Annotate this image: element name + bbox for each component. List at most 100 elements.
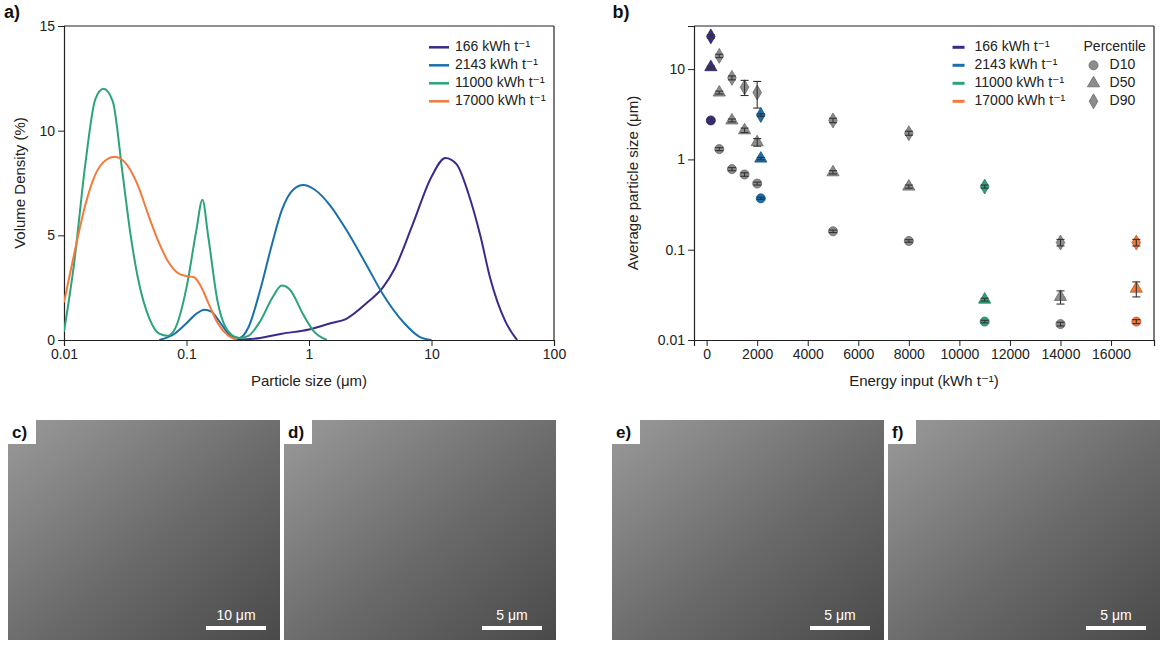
tick-label: 16000 (1092, 346, 1131, 362)
point (980, 179, 989, 194)
error-bar-cap (728, 170, 736, 171)
x-axis-title: Particle size (μm) (251, 372, 367, 389)
error-bar-stem (1136, 239, 1137, 246)
error-bar-cap (1132, 319, 1140, 320)
error-bar-cap (1056, 322, 1064, 323)
point (1132, 235, 1141, 250)
error-bar (757, 114, 765, 117)
error-bar-cap (981, 300, 989, 301)
tick-label: 0.01 (658, 332, 685, 348)
error-bar-cap (741, 128, 749, 129)
panel-label: a) (4, 2, 20, 22)
x-axis: 0.010.1110100 (51, 340, 567, 362)
x-axis: 0200040006000800010000120001400016000 (695, 340, 1155, 362)
tick-mark (688, 69, 694, 70)
tick-label: 0 (703, 346, 711, 362)
error-bar-cap (707, 38, 715, 39)
error-bar (905, 240, 913, 243)
point (756, 194, 765, 203)
scale-bar (810, 626, 870, 630)
error-bar-cap (1132, 245, 1140, 246)
tick-label: 15 (39, 18, 55, 34)
tick: 5 (47, 227, 64, 243)
error-bar-cap (757, 159, 765, 160)
tick: 1 (306, 340, 314, 362)
scale-bar (206, 626, 266, 630)
point (738, 123, 750, 134)
error-bar-cap (728, 167, 736, 168)
error-bar-cap (757, 157, 765, 158)
point (980, 317, 989, 326)
error-bar (715, 148, 723, 151)
tick-mark (688, 250, 694, 251)
tick-mark (58, 235, 64, 236)
legend: 166 kWh t⁻¹2143 kWh t⁻¹11000 kWh t⁻¹1700… (429, 38, 546, 108)
error-bar-cap (1056, 304, 1064, 305)
error-bar-cap (757, 116, 765, 117)
tick: 10000 (940, 340, 979, 362)
error-bar (741, 80, 749, 95)
error-bar (1056, 239, 1064, 246)
error-bar (829, 171, 837, 174)
y-axis-line (688, 27, 695, 341)
point (757, 108, 766, 123)
tick-label: 12000 (991, 346, 1030, 362)
panel-label: e) (616, 423, 631, 442)
error-bar (715, 54, 723, 57)
legend-item: 2143 kWh t⁻¹ (953, 56, 1058, 72)
tick-label: 2000 (742, 346, 773, 362)
legend-swatch (953, 100, 965, 103)
legend-label: 11000 kWh t⁻¹ (455, 74, 545, 90)
error-bar-cap (753, 81, 761, 82)
tick-mark (58, 340, 64, 341)
error-bar-cap (829, 170, 837, 171)
error-bar-cap (715, 93, 723, 94)
error-bar-stem (908, 131, 909, 135)
point (753, 179, 762, 188)
error-bar-cap (905, 188, 913, 189)
error-bar-stem (744, 80, 745, 95)
tick-label: 0 (47, 332, 55, 348)
label-patch (284, 420, 312, 444)
error-bar-stem (832, 118, 833, 122)
error-bar-cap (1132, 239, 1140, 240)
image-area (612, 420, 884, 640)
error-bar-cap (981, 320, 989, 321)
tick: 8000 (894, 340, 925, 362)
tick-mark (688, 340, 694, 341)
scale-bar (482, 626, 542, 630)
tick: 10 (39, 123, 64, 139)
error-bar (728, 119, 736, 122)
error-bar-cap (829, 118, 837, 119)
legend-label: D90 (1110, 92, 1136, 108)
frame-right (553, 26, 554, 340)
tick-label: 0.1 (666, 242, 686, 258)
series-line (64, 157, 237, 340)
legend-label: 166 kWh t⁻¹ (975, 38, 1050, 54)
error-bar-cap (715, 57, 723, 58)
error-bar-cap (741, 176, 749, 177)
legend-label: 166 kWh t⁻¹ (455, 38, 530, 54)
error-bar-cap (753, 138, 761, 139)
error-bar-stem (757, 81, 758, 108)
error-bar (981, 185, 989, 188)
error-bar-stem (1136, 320, 1137, 324)
point (1056, 235, 1065, 250)
error-bar (1132, 239, 1140, 246)
error-bar (829, 230, 837, 232)
tick-mark (688, 159, 694, 160)
error-bar (728, 168, 736, 171)
legend-item: 166 kWh t⁻¹ (953, 38, 1050, 54)
tick: 15 (39, 18, 64, 34)
error-bar-cap (715, 54, 723, 55)
error-bar (707, 119, 715, 122)
legend-swatch (1087, 76, 1099, 87)
series-line (235, 158, 517, 340)
scale-bar-label: 5 μm (824, 607, 855, 623)
tick-label: 0.1 (177, 346, 197, 362)
error-bar (741, 128, 749, 132)
error-bar (753, 182, 761, 185)
legend-label: D10 (1110, 56, 1136, 72)
error-bar-cap (728, 75, 736, 76)
point (713, 86, 725, 97)
